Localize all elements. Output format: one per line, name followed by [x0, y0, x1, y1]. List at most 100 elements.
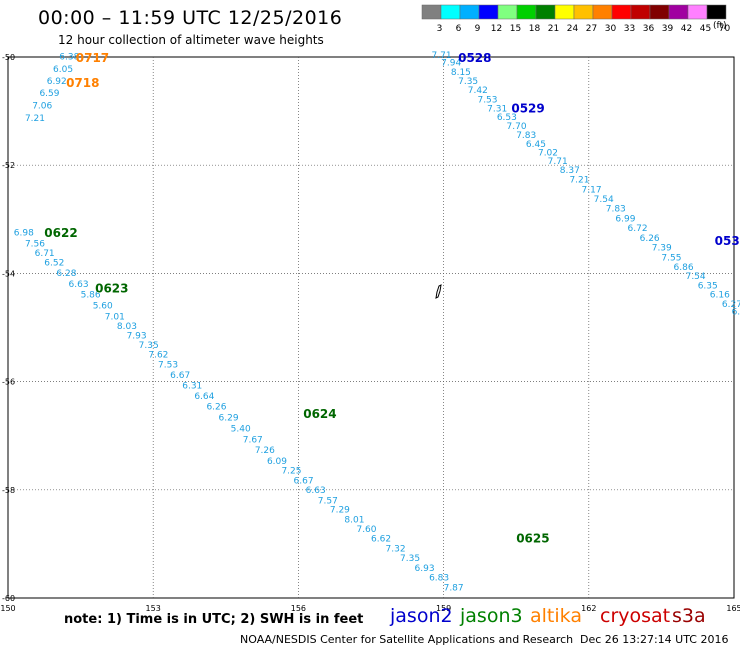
wave-height-value: 6.71: [35, 249, 55, 259]
wave-height-value: 7.70: [507, 122, 527, 132]
wave-height-value: 7.71: [432, 51, 452, 61]
wave-height-value: 6.67: [294, 476, 314, 486]
wave-height-value: 7.31: [487, 105, 507, 115]
mission-s3a: s3a: [672, 605, 706, 627]
wave-height-value: 7.06: [32, 101, 52, 111]
pass-time-label: 0718: [66, 76, 99, 90]
colorbar-swatch: [478, 4, 499, 20]
colorbar-swatch: [687, 4, 708, 20]
lat-tick-label: -52: [2, 161, 15, 170]
colorbar-tick-label: 3: [437, 24, 443, 34]
wave-height-value: 5.40: [231, 424, 251, 434]
wave-height-value: 6.50: [732, 308, 740, 318]
wave-height-value: 7.94: [441, 59, 461, 69]
colorbar-tick-label: 27: [586, 24, 597, 34]
wave-height-value: 7.55: [661, 253, 681, 263]
wave-height-value: 7.60: [356, 525, 376, 535]
lat-lon-grid: [8, 57, 734, 598]
wave-height-value: 7.21: [569, 176, 589, 186]
pass-time-label: 0623: [95, 282, 128, 296]
mission-jason3: jason3: [460, 605, 523, 627]
wave-height-value: 8.01: [344, 515, 364, 525]
wave-height-value: 7.35: [139, 341, 159, 351]
wave-height-value: 6.99: [615, 214, 635, 224]
wave-height-value: 6.86: [674, 263, 694, 273]
wave-height-value: 6.63: [69, 280, 89, 290]
wave-height-value: 6.63: [306, 486, 326, 496]
chart-subtitle: 12 hour collection of altimeter wave hei…: [58, 33, 324, 47]
wave-height-value: 7.53: [477, 95, 497, 105]
lat-tick-label: -56: [2, 378, 15, 387]
credit-line: NOAA/NESDIS Center for Satellite Applica…: [240, 633, 574, 646]
pass-time-label: 0622: [44, 226, 77, 240]
pass-time-label: 0530: [715, 234, 740, 248]
mission-cryosat: cryosat: [600, 605, 671, 627]
colorbar-swatch: [668, 4, 689, 20]
wave-height-value: 6.45: [526, 140, 546, 150]
colorbar-swatch: [649, 4, 670, 20]
colorbar-tick-label: 33: [624, 24, 635, 34]
wave-height-value: 6.27: [722, 300, 740, 310]
wave-height-value: 7.87: [444, 583, 464, 593]
wave-height-value: 6.16: [710, 291, 730, 301]
pass-time-label: 0529: [511, 101, 544, 115]
wave-height-value: 6.53: [497, 113, 517, 123]
wave-height-value: 6.93: [415, 564, 435, 574]
colorbar-units: (ft): [713, 21, 727, 31]
lat-tick-label: -58: [2, 486, 15, 495]
wave-height-value: 6.62: [371, 535, 391, 545]
wave-height-value: 8.15: [451, 68, 471, 78]
colorbar-tick-label: 9: [475, 24, 481, 34]
wave-height-value: 7.83: [516, 131, 536, 141]
pass-time-label: 0624: [303, 407, 336, 421]
colorbar-swatch: [630, 4, 651, 20]
colorbar-swatch: [440, 4, 461, 20]
colorbar-swatch: [516, 4, 537, 20]
wave-height-value: 6.64: [194, 392, 214, 402]
colorbar-tick-label: 39: [662, 24, 674, 34]
wave-height-value: 6.98: [14, 229, 34, 239]
footer-note: note: 1) Time is in UTC; 2) SWH is in fe…: [64, 612, 364, 627]
mission-altika: altika: [530, 605, 582, 627]
wave-height-value: 7.93: [127, 331, 147, 341]
colorbar-tick-label: 18: [529, 24, 541, 34]
pass-time-label: 0717: [76, 51, 109, 65]
coastline: [435, 284, 442, 299]
wave-height-value: 6.52: [44, 258, 64, 268]
wave-height-value: 7.35: [458, 77, 478, 87]
colorbar-tick-label: 24: [567, 24, 579, 34]
colorbar-tick-label: 15: [510, 24, 521, 34]
wave-height-value: 7.83: [606, 205, 626, 215]
colorbar-legend: 3 6 9 12 15 18 21 24 27 30 33 36 39 42 45 70: [421, 4, 731, 34]
lat-tick-label: -60: [2, 594, 15, 603]
wave-height-value: 7.67: [243, 436, 263, 446]
wave-height-value: 7.32: [386, 544, 406, 554]
wave-height-value: 7.01: [105, 312, 125, 322]
wave-height-value: 7.17: [582, 185, 602, 195]
wave-height-value: 6.29: [219, 414, 239, 424]
pass-time-label: 0625: [516, 531, 549, 545]
colorbar-tick-label: 70: [719, 24, 731, 34]
wave-height-value: 7.29: [330, 506, 350, 516]
wave-height-value: 6.09: [267, 457, 287, 467]
wave-height-value: 6.26: [640, 234, 660, 244]
wave-height-value: 6.67: [170, 371, 190, 381]
wave-height-value: 6.59: [39, 89, 59, 99]
colorbar-tick-label: 42: [681, 24, 692, 34]
map-frame: [7, 56, 735, 599]
axis-labels: 150 153 156 159 162 165 -50 -52 -54 -56 -58 -60: [0, 53, 740, 613]
chart-title: 00:00 – 11:59 UTC 12/25/2016: [38, 7, 343, 29]
colorbar-swatch: [611, 4, 632, 20]
wave-height-value: 7.21: [25, 114, 45, 124]
lon-tick-label: 153: [146, 604, 161, 613]
wave-height-value: 6.92: [47, 77, 67, 87]
wave-height-value: 7.56: [25, 239, 45, 249]
colorbar-swatch: [573, 4, 594, 20]
colorbar-tick-label: 21: [548, 24, 559, 34]
colorbar-swatch: [497, 4, 518, 20]
colorbar-tick-label: 36: [643, 24, 655, 34]
wave-height-value: 7.62: [148, 350, 168, 360]
wave-height-value: 7.54: [594, 195, 614, 205]
lon-tick-label: 165: [726, 604, 740, 613]
